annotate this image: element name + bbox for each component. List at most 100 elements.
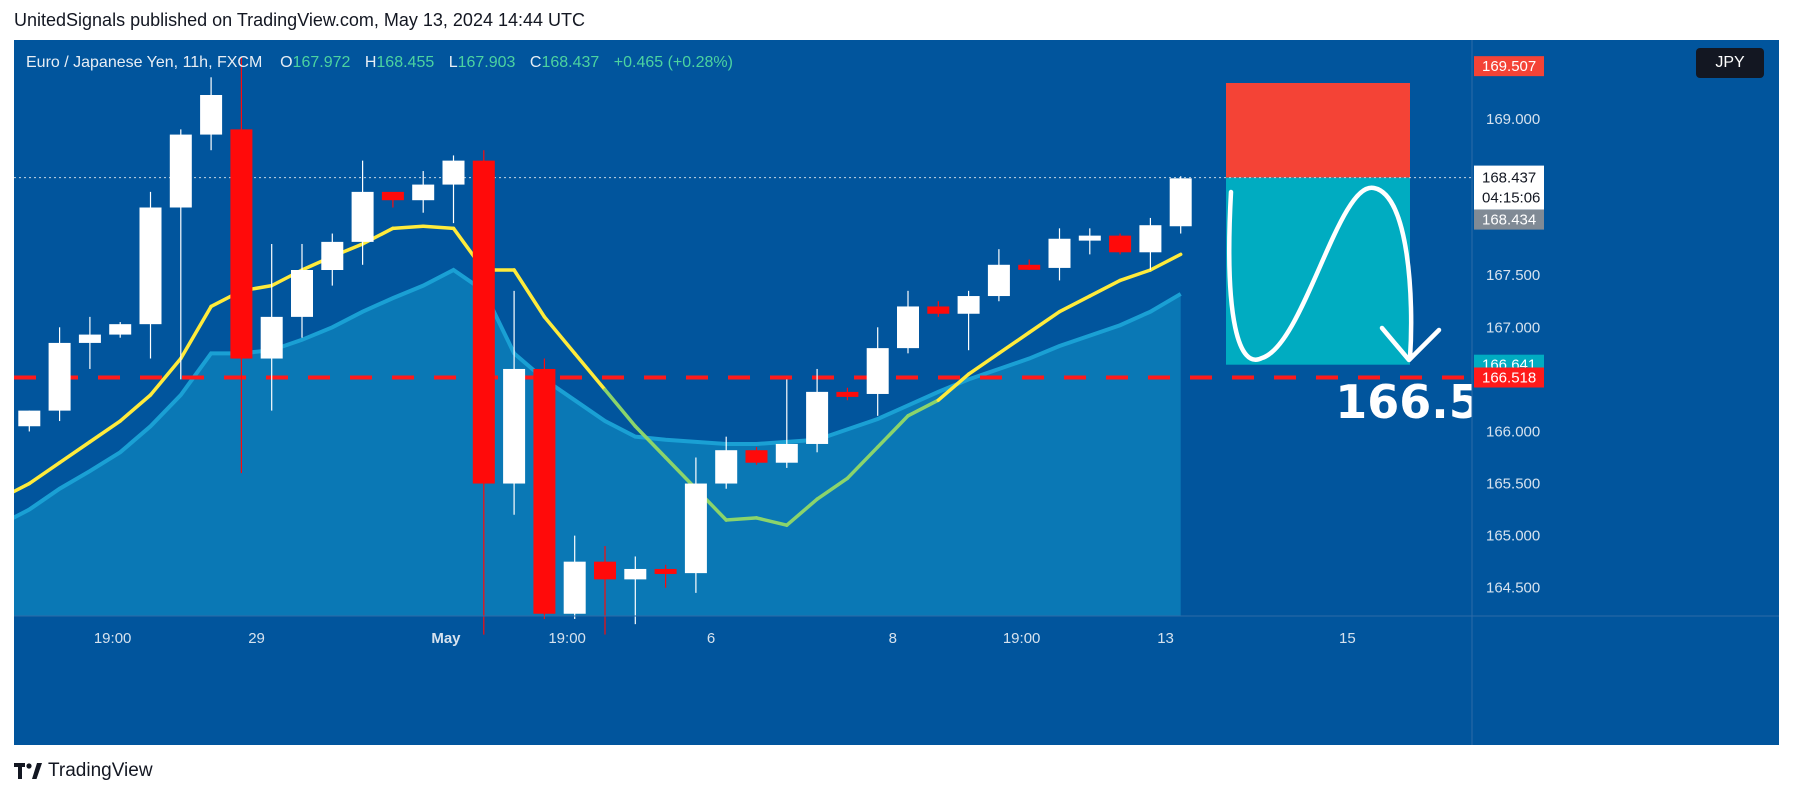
candle-body[interactable] — [260, 316, 283, 359]
candle-body[interactable] — [1078, 235, 1101, 241]
candle-body[interactable] — [624, 568, 647, 580]
fast-ma-segment — [603, 388, 638, 428]
candle-body[interactable] — [715, 450, 738, 484]
countdown-label: 04:15:06 — [1482, 190, 1540, 207]
candle-body[interactable] — [503, 368, 526, 484]
change-value: +0.465 (+0.28%) — [613, 54, 733, 71]
fast-ma-segment — [542, 315, 577, 356]
dashed-level-label-bg — [1474, 367, 1544, 388]
candle-body[interactable] — [1139, 225, 1162, 253]
symbol-name: Euro / Japanese Yen, 11h, FXCM — [26, 54, 263, 71]
candle-body[interactable] — [987, 264, 1010, 297]
x-tick-label: 29 — [248, 630, 265, 647]
candle-body[interactable] — [957, 296, 980, 314]
x-tick-label: 15 — [1339, 630, 1356, 647]
candle-body[interactable] — [412, 184, 435, 201]
y-tick-label: 165.500 — [1486, 476, 1540, 493]
fast-ma-segment — [148, 356, 183, 397]
candle-body[interactable] — [654, 568, 677, 574]
symbol-legend: Euro / Japanese Yen, 11h, FXCM O167.972 … — [26, 54, 733, 72]
dashed-level-label: 166.518 — [1482, 370, 1536, 387]
candle-body[interactable] — [897, 306, 919, 349]
y-tick-label: 164.500 — [1486, 580, 1540, 597]
candle-body[interactable] — [321, 241, 344, 270]
fast-ma-segment — [724, 516, 759, 522]
close-value: 168.437 — [541, 54, 600, 71]
candle-body[interactable] — [109, 324, 132, 335]
chart-panel[interactable]: 166.51 169.000 167.500 167.000 166.000 165.50… — [14, 40, 1779, 745]
candle-body[interactable] — [806, 391, 829, 444]
x-tick-label: 19:00 — [94, 630, 132, 647]
fast-ma-segment — [27, 460, 62, 486]
candle-body[interactable] — [18, 410, 41, 427]
candle-body[interactable] — [927, 306, 950, 314]
x-tick-label: 19:00 — [1003, 630, 1041, 647]
fast-ma-segment — [1118, 268, 1153, 283]
y-tick-label: 169.000 — [1486, 111, 1540, 128]
tradingview-logo[interactable]: TradingView — [14, 760, 153, 782]
candle-body[interactable] — [533, 368, 556, 614]
price-chart[interactable]: 166.51169.000167.500167.000166.000165.50… — [14, 40, 1779, 745]
fast-ma-segment — [875, 414, 910, 449]
candle-body[interactable] — [1048, 238, 1071, 268]
slow-ma-line — [14, 267, 1182, 520]
candle-body[interactable] — [169, 134, 192, 208]
fast-ma-segment — [1148, 252, 1183, 272]
candle-body[interactable] — [836, 391, 859, 397]
fast-ma-segment — [1088, 278, 1122, 298]
candle-body[interactable] — [139, 207, 162, 325]
prev-close-label: 168.434 — [1482, 212, 1536, 229]
low-label: L — [448, 54, 458, 71]
high-value: 168.455 — [376, 54, 435, 71]
fast-ma-segment — [754, 516, 789, 527]
forecast-curve — [1227, 185, 1414, 362]
fast-ma-segment — [391, 224, 425, 231]
candle-body[interactable] — [563, 561, 586, 614]
candle-body[interactable] — [351, 191, 374, 242]
fast-ma-segment — [512, 268, 547, 319]
fast-ma-segment — [421, 224, 456, 231]
currency-button[interactable]: JPY — [1696, 48, 1764, 78]
fast-ma-segment — [179, 304, 213, 361]
stop-price-label: 169.507 — [1482, 58, 1536, 75]
fast-ma-segment — [845, 445, 880, 481]
candle-body[interactable] — [291, 270, 313, 317]
open-label: O — [280, 54, 293, 71]
fast-ma-segment — [966, 351, 1001, 376]
y-tick-label: 167.500 — [1486, 267, 1540, 284]
current-price-box — [1474, 165, 1544, 210]
candle-body[interactable] — [230, 129, 253, 359]
fast-ma-segment — [572, 351, 607, 392]
y-tick-label: 166.000 — [1486, 423, 1540, 440]
candle-body[interactable] — [472, 160, 495, 484]
price-scale[interactable] — [1472, 40, 1779, 745]
candle-body[interactable] — [1169, 178, 1192, 227]
candle-body[interactable] — [1018, 264, 1041, 270]
candle-body[interactable] — [866, 348, 889, 394]
candle-body[interactable] — [381, 191, 404, 201]
candle-body[interactable] — [442, 160, 465, 185]
current-price-label: 168.437 — [1482, 170, 1536, 187]
fast-ma-segment — [906, 398, 941, 418]
candle-body[interactable] — [775, 443, 798, 463]
candle-body[interactable] — [594, 561, 616, 580]
fast-ma-segment — [57, 440, 92, 465]
candle-body[interactable] — [200, 95, 223, 135]
fast-ma-segment — [1057, 294, 1092, 314]
high-label: H — [364, 54, 377, 71]
candle-body[interactable] — [1109, 235, 1132, 253]
x-tick-label: 6 — [707, 630, 715, 647]
publisher-caption: UnitedSignals published on TradingView.c… — [14, 10, 586, 30]
fast-ma-segment — [815, 476, 850, 501]
slow-ma-area — [14, 270, 1181, 616]
candle-body[interactable] — [745, 450, 768, 463]
y-tick-label: 165.000 — [1486, 528, 1540, 545]
candle-body[interactable] — [78, 334, 101, 343]
stop-loss-zone[interactable] — [1226, 83, 1410, 178]
candle-body[interactable] — [48, 342, 71, 411]
candle-body[interactable] — [684, 483, 707, 574]
fast-ma-segment — [14, 481, 32, 494]
footer-brand: TradingView — [48, 760, 153, 781]
fast-ma-segment — [997, 330, 1031, 356]
x-tick-label: May — [431, 630, 461, 647]
